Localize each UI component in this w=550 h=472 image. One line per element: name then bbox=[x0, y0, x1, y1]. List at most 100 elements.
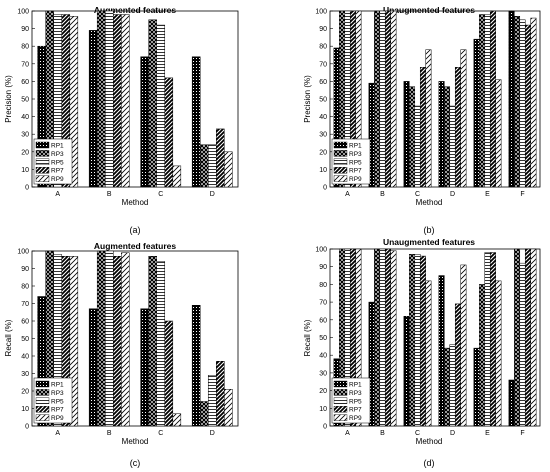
bar-rp7-d bbox=[454, 67, 461, 188]
panel-c: Augmented features Recall (%) Method (c)… bbox=[4, 241, 239, 468]
bar-rp7-f bbox=[524, 248, 531, 427]
legend-label-rp1: RP1 bbox=[51, 382, 64, 389]
y-tick-label: 0 bbox=[25, 424, 29, 431]
bar-rp3-b bbox=[374, 10, 381, 188]
y-tick-label: 100 bbox=[17, 9, 29, 16]
y-tick-label: 100 bbox=[315, 247, 327, 254]
bar-rp7-c bbox=[164, 77, 174, 188]
legend-label-rp3: RP3 bbox=[349, 390, 362, 397]
bar-rp1-e bbox=[473, 38, 480, 188]
bar-rp9-d bbox=[224, 389, 233, 427]
bar-rp5-b bbox=[379, 10, 386, 188]
bar-rp9-c bbox=[425, 49, 432, 188]
legend-swatch-rp1 bbox=[333, 380, 348, 388]
y-tick-label: 20 bbox=[319, 388, 327, 395]
panel-a-title: Augmented features bbox=[94, 5, 176, 15]
y-tick-label: 50 bbox=[21, 97, 29, 104]
bar-rp3-b bbox=[374, 248, 381, 427]
panel-b: Unaugmented features Precision (%) Metho… bbox=[303, 5, 541, 235]
y-tick-label: 80 bbox=[21, 44, 29, 51]
bar-rp5-d bbox=[207, 144, 217, 188]
y-tick-label: 20 bbox=[21, 149, 29, 156]
bar-rp3-d bbox=[199, 144, 209, 188]
y-tick-label: 30 bbox=[21, 371, 29, 378]
x-tick-label: C bbox=[158, 191, 163, 198]
bar-rp3-b bbox=[96, 10, 106, 188]
bar-rp1-f bbox=[508, 10, 515, 188]
bar-rp3-e bbox=[479, 14, 486, 188]
x-tick-label: D bbox=[210, 191, 215, 198]
bar-rp5-e bbox=[484, 14, 491, 188]
x-tick-label: B bbox=[380, 191, 385, 198]
legend-swatch-rp9 bbox=[35, 175, 50, 182]
bar-rp9-a bbox=[355, 248, 362, 427]
y-tick-label: 10 bbox=[319, 406, 327, 413]
bar-rp7-b bbox=[113, 14, 122, 188]
y-tick-label: 50 bbox=[319, 97, 327, 104]
panel-b-caption: (b) bbox=[424, 225, 435, 235]
legend-label-rp5: RP5 bbox=[51, 398, 64, 405]
y-tick-label: 10 bbox=[319, 167, 327, 174]
legend-swatch-rp9 bbox=[333, 414, 348, 421]
bar-rp7-e bbox=[489, 10, 496, 188]
x-tick-label: D bbox=[450, 430, 455, 437]
legend-swatch-rp5 bbox=[35, 397, 50, 404]
bar-rp3-b bbox=[96, 250, 106, 427]
panel-d-title: Unaugmented features bbox=[383, 237, 475, 247]
y-tick-label: 20 bbox=[21, 389, 29, 396]
legend-label-rp1: RP1 bbox=[349, 143, 362, 150]
panel-d-xlabel: Method bbox=[416, 437, 443, 446]
y-tick-label: 60 bbox=[21, 79, 29, 86]
legend-label-rp1: RP1 bbox=[51, 143, 64, 150]
bar-rp9-f bbox=[530, 248, 537, 427]
legend-swatch-rp3 bbox=[35, 150, 50, 157]
panel-c-ylabel: Recall (%) bbox=[4, 319, 13, 356]
bar-rp9-e bbox=[495, 280, 502, 427]
legend-swatch-rp1 bbox=[35, 380, 50, 388]
bar-rp9-c bbox=[425, 280, 432, 427]
x-tick-label: A bbox=[55, 430, 60, 437]
y-tick-label: 0 bbox=[323, 185, 327, 192]
x-tick-label: B bbox=[380, 430, 385, 437]
bar-rp7-b bbox=[384, 248, 391, 427]
x-tick-label: C bbox=[158, 430, 163, 437]
x-tick-label: E bbox=[485, 191, 490, 198]
legend-swatch-rp3 bbox=[333, 150, 348, 157]
panel-a-ylabel: Precision (%) bbox=[4, 75, 13, 123]
bar-rp9-b bbox=[390, 250, 397, 427]
x-tick-label: A bbox=[55, 191, 60, 198]
legend-label-rp7: RP7 bbox=[51, 407, 64, 414]
bar-rp1-c bbox=[140, 308, 149, 427]
panel-c-caption: (c) bbox=[130, 458, 141, 468]
bar-rp3-f bbox=[514, 16, 521, 188]
panel-d: Unaugmented features Recall (%) Method (… bbox=[303, 237, 541, 468]
legend-label-rp3: RP3 bbox=[51, 390, 64, 397]
bar-rp1-f bbox=[508, 379, 515, 427]
legend-label-rp9: RP9 bbox=[51, 415, 64, 422]
x-tick-label: F bbox=[520, 191, 524, 198]
x-tick-label: A bbox=[345, 430, 350, 437]
y-tick-label: 80 bbox=[21, 284, 29, 291]
legend-label-rp1: RP1 bbox=[349, 382, 362, 389]
legend-swatch-rp7 bbox=[333, 406, 348, 413]
bar-rp1-b bbox=[88, 308, 98, 427]
x-tick-label: F bbox=[520, 430, 524, 437]
y-tick-label: 60 bbox=[319, 79, 327, 86]
y-tick-label: 90 bbox=[21, 26, 29, 33]
panel-a-caption: (a) bbox=[130, 225, 141, 235]
y-tick-label: 70 bbox=[21, 301, 29, 308]
legend-swatch-rp5 bbox=[333, 397, 348, 404]
bar-rp3-c bbox=[148, 19, 157, 188]
bar-rp9-a bbox=[69, 16, 79, 188]
panel-c-title: Augmented features bbox=[94, 241, 176, 251]
bar-rp7-d bbox=[216, 128, 225, 188]
legend-swatch-rp5 bbox=[333, 158, 348, 166]
bar-rp3-e bbox=[479, 284, 486, 427]
bar-rp5-c bbox=[414, 254, 421, 427]
bar-rp1-d bbox=[191, 56, 201, 188]
